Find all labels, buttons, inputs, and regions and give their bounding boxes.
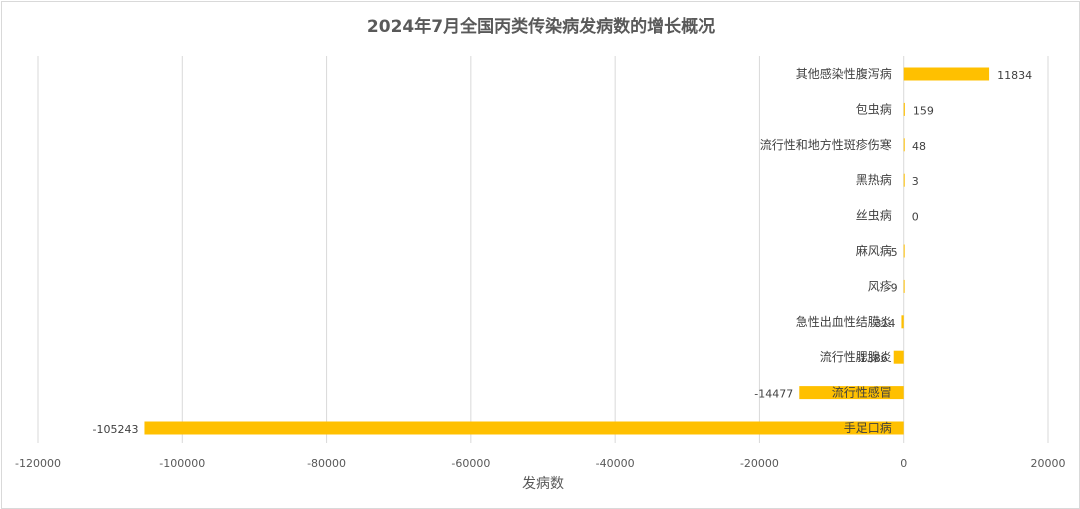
bar [901,315,904,329]
bar [903,138,905,152]
bars [144,67,990,435]
x-tick-label: 20000 [1031,457,1066,470]
category-label: 包虫病 [856,101,892,116]
bar [903,244,905,258]
data-label: -9 [887,281,898,294]
x-tick-label: 0 [900,457,907,470]
data-label: -105243 [92,423,138,436]
category-labels: 其他感染性腹泻病包虫病流行性和地方性斑疹伤寒黑热病丝虫病麻风病风疹急性出血性结膜… [760,66,892,435]
chart-title: 2024年7月全国丙类传染病发病数的增长概况 [367,16,715,37]
x-tick-label: -40000 [596,457,635,470]
data-label: 0 [912,211,919,224]
category-label: 流行性腮腺炎 [820,350,892,364]
x-tick-label: -20000 [740,457,779,470]
category-label: 麻风病 [856,243,892,258]
bar [903,102,905,116]
data-labels: 11834 159 48 3 0 -5 -9 -314 -1386 -14477 -105243 [92,69,1032,436]
bar [893,350,904,364]
data-label: -314 [870,317,895,330]
category-label: 流行性和地方性斑疹伤寒 [760,137,892,152]
bar [903,173,905,187]
category-label: 急性出血性结膜炎 [796,314,892,329]
x-tick-label: -60000 [451,457,490,470]
data-label: -1386 [856,352,888,365]
gridlines [37,56,1049,443]
bar [903,279,905,293]
category-label: 风疹 [868,278,892,293]
bar [903,67,990,81]
bar [799,386,904,400]
x-tick-label: -80000 [307,457,346,470]
data-label: 11834 [997,69,1032,82]
category-label: 丝虫病 [856,208,892,223]
data-label: 48 [912,140,926,153]
x-tick-label: -100000 [159,457,205,470]
data-label: -5 [887,246,898,259]
data-label: 3 [912,175,919,188]
category-label: 其他感染性腹泻病 [796,66,892,81]
x-tick-labels: -120000 -100000 -80000 -60000 -40000 -20000 0 2… [15,457,1065,470]
x-axis-label: 发病数 [522,476,564,492]
category-label: 流行性感冒 [832,385,892,400]
data-label: -14477 [754,388,793,401]
category-label: 手足口病 [844,420,892,435]
data-label: 159 [913,104,934,117]
bar [144,421,904,435]
x-tick-label: -120000 [15,457,61,470]
category-label: 黑热病 [856,172,892,187]
